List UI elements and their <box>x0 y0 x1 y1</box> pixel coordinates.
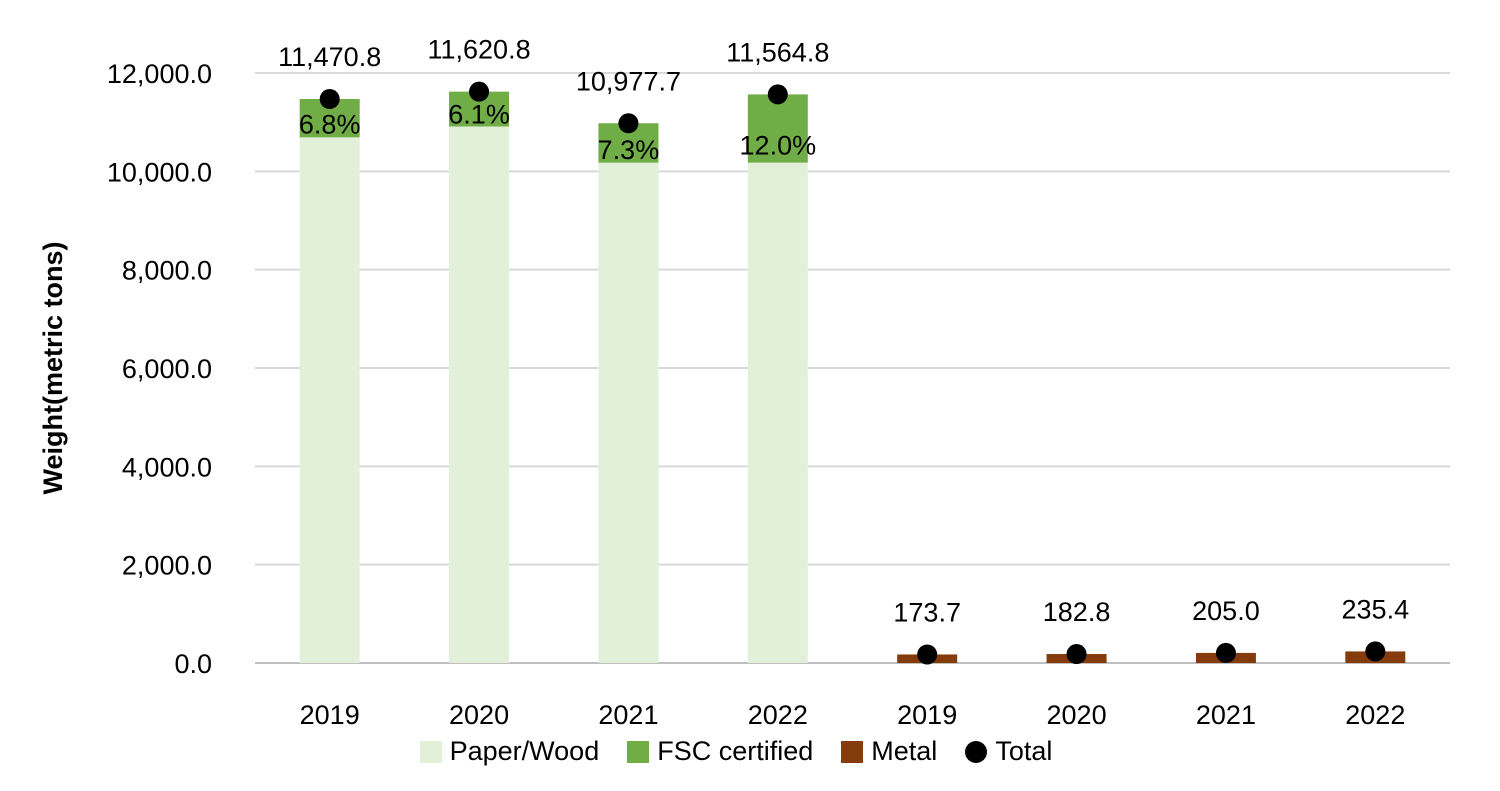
legend-marker-total <box>965 740 988 763</box>
total-point <box>319 89 340 110</box>
x-axis-ticks: 2019 2020 2021 2022 2019 2020 2021 2022 <box>300 700 1406 730</box>
bars <box>299 91 1406 663</box>
total-value-label: 173.7 <box>893 597 961 627</box>
bar-paper-wood <box>747 162 808 663</box>
total-value-label: 182.8 <box>1043 597 1111 627</box>
legend-item-metal: Metal <box>841 736 937 767</box>
total-point <box>1215 642 1236 663</box>
x-tick-label: 2022 <box>748 700 808 730</box>
legend-item-total: Total <box>965 736 1052 767</box>
total-value-label: 11,470.8 <box>278 42 381 72</box>
y-axis-label: Weight(metric tons) <box>38 241 68 494</box>
x-tick-label: 2019 <box>300 700 360 730</box>
legend-label: Total <box>995 736 1053 766</box>
x-tick-label: 2020 <box>1047 700 1107 730</box>
fsc-percent-label: 6.1% <box>448 99 510 129</box>
y-tick-label: 2,000.0 <box>122 551 212 581</box>
total-point <box>917 644 938 665</box>
x-tick-label: 2022 <box>1345 700 1405 730</box>
total-value-label: 235.4 <box>1342 594 1410 624</box>
bar-paper-wood <box>449 126 510 663</box>
total-value-label: 10,977.7 <box>576 66 681 96</box>
fsc-percent-label: 6.8% <box>299 110 361 140</box>
gridlines <box>255 72 1450 664</box>
legend-label: Paper/Wood <box>449 736 600 766</box>
y-tick-label: 6,000.0 <box>122 354 212 384</box>
y-tick-label: 12,000.0 <box>107 59 212 89</box>
x-tick-label: 2019 <box>897 700 957 730</box>
total-point <box>1066 644 1087 665</box>
y-tick-label: 8,000.0 <box>122 256 212 286</box>
y-tick-label: 10,000.0 <box>107 157 212 187</box>
total-point <box>618 113 639 134</box>
x-tick-label: 2021 <box>598 700 658 730</box>
total-point <box>469 81 490 102</box>
legend-item-paper-wood: Paper/Wood <box>419 736 600 767</box>
y-axis-ticks: 0.0 2,000.0 4,000.0 6,000.0 8,000.0 10,000.0 1… <box>107 59 212 679</box>
legend-label: Metal <box>871 736 938 766</box>
y-tick-label: 4,000.0 <box>122 452 212 482</box>
x-tick-label: 2020 <box>449 700 509 730</box>
total-value-label: 11,564.8 <box>726 37 829 67</box>
total-point <box>1365 641 1386 662</box>
bar-fsc-certified <box>747 94 808 163</box>
total-point <box>767 84 788 105</box>
x-tick-label: 2021 <box>1196 700 1256 730</box>
bar-paper-wood <box>598 162 659 663</box>
legend-label: FSC certified <box>657 736 814 766</box>
legend-swatch-paper-wood <box>419 740 442 763</box>
chart: 0.0 2,000.0 4,000.0 6,000.0 8,000.0 10,000.0 1… <box>38 35 1450 730</box>
total-value-label: 11,620.8 <box>428 35 531 65</box>
legend: Paper/Wood FSC certified Metal Total <box>0 736 1500 767</box>
data-labels: 6.8% 6.1% 7.3% 12.0% 11,470.8 11,620.8 10,977.… <box>278 35 1409 628</box>
legend-swatch-metal <box>841 740 864 763</box>
legend-swatch-fsc-certified <box>627 740 650 763</box>
y-tick-label: 0.0 <box>174 649 212 679</box>
bar-paper-wood <box>299 137 360 663</box>
total-value-label: 205.0 <box>1192 596 1260 626</box>
legend-item-fsc-certified: FSC certified <box>627 736 813 767</box>
fsc-percent-label: 12.0% <box>740 130 817 160</box>
fsc-percent-label: 7.3% <box>598 135 660 165</box>
total-points <box>319 81 1386 665</box>
